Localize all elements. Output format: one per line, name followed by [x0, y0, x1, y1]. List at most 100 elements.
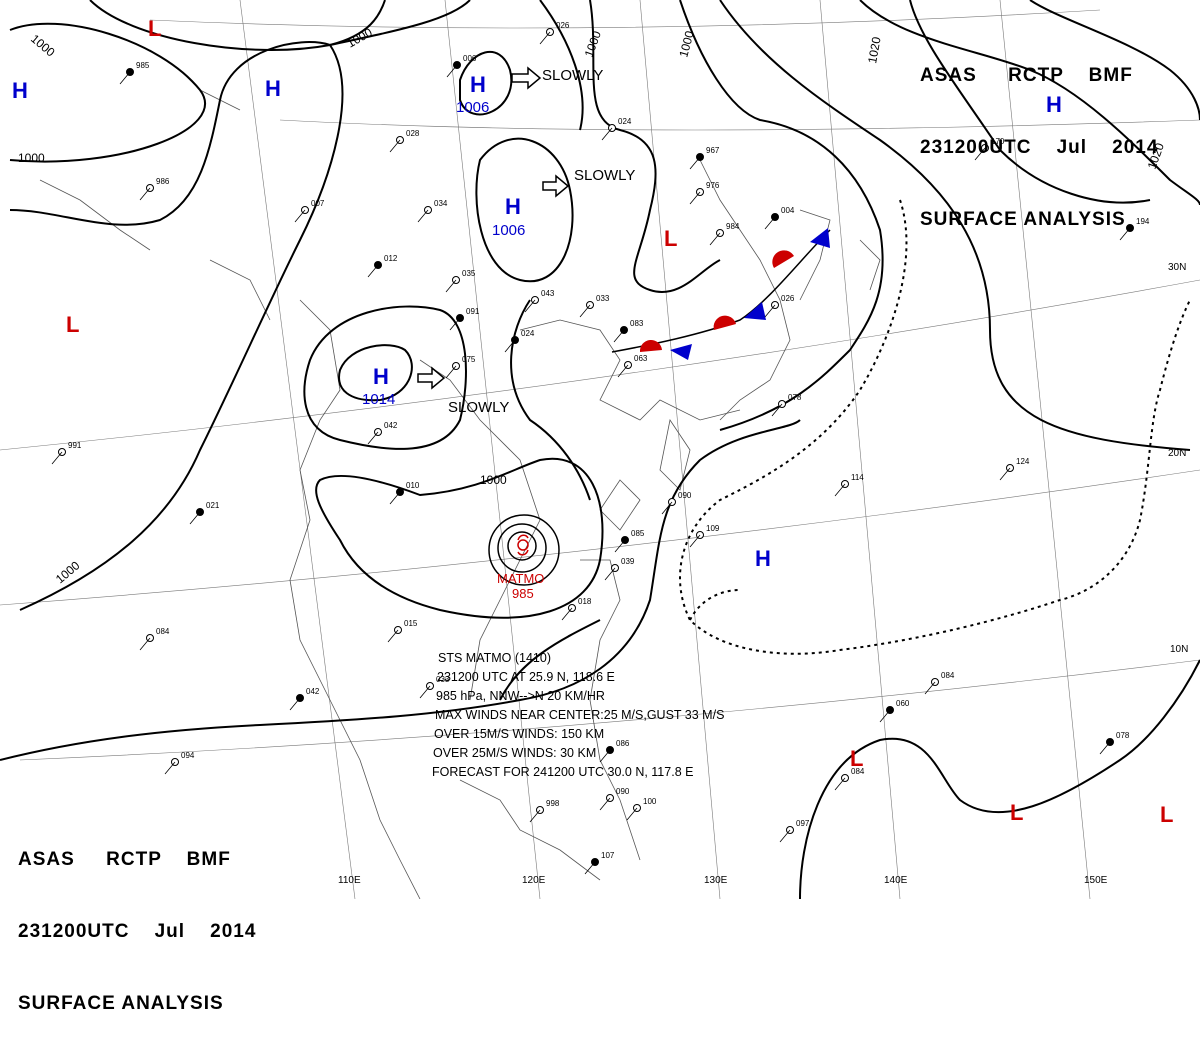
latitude-label: 20N [1168, 448, 1186, 459]
station-pressure-label: 084 [156, 627, 170, 636]
station-plot: 018 [561, 597, 592, 621]
stationary-front [611, 228, 831, 360]
station-plot: 026 [539, 21, 570, 45]
station-pressure-label: 078 [788, 393, 802, 402]
header-title-line: SURFACE ANALYSIS [920, 209, 1126, 230]
station-pressure-label: 026 [781, 294, 795, 303]
station-plot: 034 [417, 199, 448, 223]
high-center-value: 1006 [492, 222, 525, 239]
station-plot: 060 [879, 699, 910, 723]
wind-barb [139, 187, 151, 201]
station-plot: 078 [1099, 731, 1130, 755]
wind-barb [764, 304, 776, 318]
station-plot: 007 [294, 199, 325, 223]
station-plot: 010 [389, 481, 420, 505]
station-plot: 039 [604, 557, 635, 581]
station-plot: 084 [924, 671, 955, 695]
wind-barb [924, 681, 936, 695]
header-time-line: 231200UTC Jul 2014 [920, 137, 1159, 158]
typhoon-info-line: 985 hPa, NNW-->N 20 KM/HR [436, 689, 605, 703]
station-pressure-label: 194 [1136, 217, 1150, 226]
station-plot: 006 [446, 54, 477, 78]
wind-barb [445, 365, 457, 379]
low-center-label: L [1160, 802, 1173, 827]
station-plot: 091 [449, 307, 480, 331]
wind-barb [661, 501, 673, 515]
longitude-label: 120E [522, 875, 546, 886]
station-pressure-label: 084 [851, 767, 865, 776]
high-center-value: 1014 [362, 391, 395, 408]
high-center-label: H [12, 78, 28, 103]
wind-barb [51, 451, 63, 465]
wind-barb [764, 216, 776, 230]
station-pressure-label: 107 [601, 851, 615, 860]
wind-barb [504, 339, 516, 353]
wind-barb [614, 539, 626, 553]
station-plot: 124 [999, 457, 1030, 481]
typhoon-info-line: 231200 UTC AT 25.9 N, 118.6 E [437, 670, 615, 684]
wind-barb [599, 797, 611, 811]
station-pressure-label: 063 [634, 354, 648, 363]
wind-barb [139, 637, 151, 651]
typhoon-isobars [488, 514, 560, 586]
station-pressure-label: 024 [618, 117, 632, 126]
station-pressure-label: 006 [463, 54, 477, 63]
wind-barb [709, 232, 721, 246]
wind-barb [539, 31, 551, 45]
station-plot: 075 [445, 355, 476, 379]
typhoon-info-line: FORECAST FOR 241200 UTC 30.0 N, 117.8 E [432, 765, 693, 779]
station-pressure-label: 091 [466, 307, 480, 316]
station-pressure-label: 028 [406, 129, 420, 138]
station-plot: 026 [764, 294, 795, 318]
station-plot: 094 [164, 751, 195, 775]
station-pressure-label: 007 [311, 199, 325, 208]
wind-barb [689, 191, 701, 205]
typhoon-name: MATMO [497, 571, 544, 586]
wind-barb [579, 304, 591, 318]
station-pressure-label: 043 [541, 289, 555, 298]
high-center-label: H [505, 194, 521, 219]
station-pressure-label: 083 [630, 319, 644, 328]
movement-arrows [417, 66, 570, 390]
station-plot: 024 [504, 329, 535, 353]
wind-barb [779, 829, 791, 843]
station-plot: 043 [524, 289, 555, 313]
station-pressure-label: 035 [462, 269, 476, 278]
longitude-label: 110E [338, 875, 361, 886]
station-plot: 086 [599, 739, 630, 763]
station-plot: 100 [626, 797, 657, 821]
station-plot: 033 [579, 294, 610, 318]
station-pressure-label: 018 [578, 597, 592, 606]
wind-barb [389, 491, 401, 505]
station-pressure-label: 124 [1016, 457, 1030, 466]
wind-barb [189, 511, 201, 525]
wind-barb [689, 156, 701, 170]
typhoon-pressure: 985 [512, 586, 534, 601]
wind-barb [367, 431, 379, 445]
typhoon-info-line: STS MATMO (1410) [438, 651, 551, 665]
station-pressure-label: 967 [706, 146, 720, 155]
warm-front-semicircle [639, 339, 662, 352]
header-agency-line: ASAS RCTP BMF [18, 849, 231, 870]
header-agency-line: ASAS RCTP BMF [920, 65, 1133, 86]
wind-barb [689, 534, 701, 548]
station-pressure-label: 042 [306, 687, 320, 696]
station-pressure-label: 986 [156, 177, 170, 186]
wind-barb [999, 467, 1011, 481]
wind-barb [446, 64, 458, 78]
station-pressure-label: 090 [678, 491, 692, 500]
station-plot: 090 [661, 491, 692, 515]
longitude-label: 130E [704, 875, 728, 886]
isobars [0, 0, 1200, 899]
station-plot: 033 [419, 675, 450, 699]
station-pressure-label: 010 [406, 481, 420, 490]
map-header-bottom-left: ASAS RCTP BMF 231200UTC Jul 2014 SURFACE… [18, 800, 256, 1040]
station-plot: 967 [689, 146, 720, 170]
station-plot: 042 [289, 687, 320, 711]
pressure-centers: L H H H 1006 H 1006 L L H 1014 H H L L L [12, 16, 1173, 827]
wind-barb [584, 861, 596, 875]
high-center-label: H [755, 546, 771, 571]
wind-barb [879, 709, 891, 723]
high-center-label: H [470, 72, 486, 97]
station-pressure-label: 026 [556, 21, 570, 30]
